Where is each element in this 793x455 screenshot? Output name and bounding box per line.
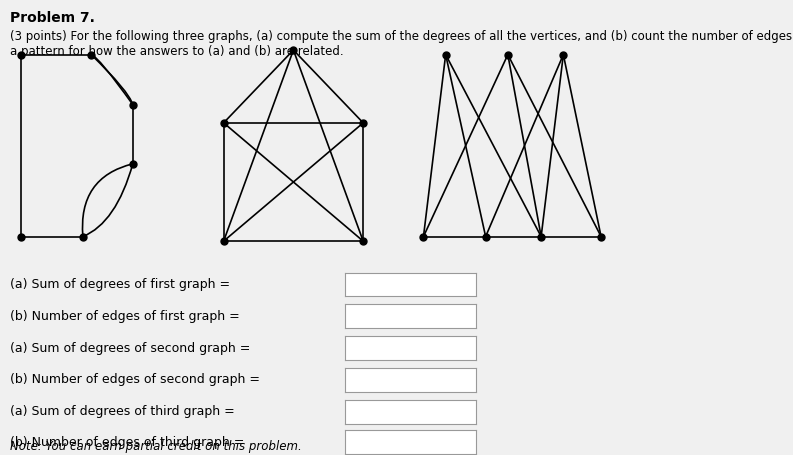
Text: (a) Sum of degrees of first graph =: (a) Sum of degrees of first graph = [10, 278, 230, 291]
Text: Problem 7.: Problem 7. [10, 11, 94, 25]
Text: (b) Number of edges of second graph =: (b) Number of edges of second graph = [10, 374, 259, 386]
Text: (a) Sum of degrees of third graph =: (a) Sum of degrees of third graph = [10, 405, 234, 418]
Text: (b) Number of edges of first graph =: (b) Number of edges of first graph = [10, 310, 239, 323]
Text: (3 points) For the following three graphs, (a) compute the sum of the degrees of: (3 points) For the following three graph… [10, 30, 793, 58]
Text: (a) Sum of degrees of second graph =: (a) Sum of degrees of second graph = [10, 342, 250, 354]
Text: Note: You can earn partial credit on this problem.: Note: You can earn partial credit on thi… [10, 440, 301, 453]
Text: (b) Number of edges of third graph =: (b) Number of edges of third graph = [10, 436, 244, 449]
